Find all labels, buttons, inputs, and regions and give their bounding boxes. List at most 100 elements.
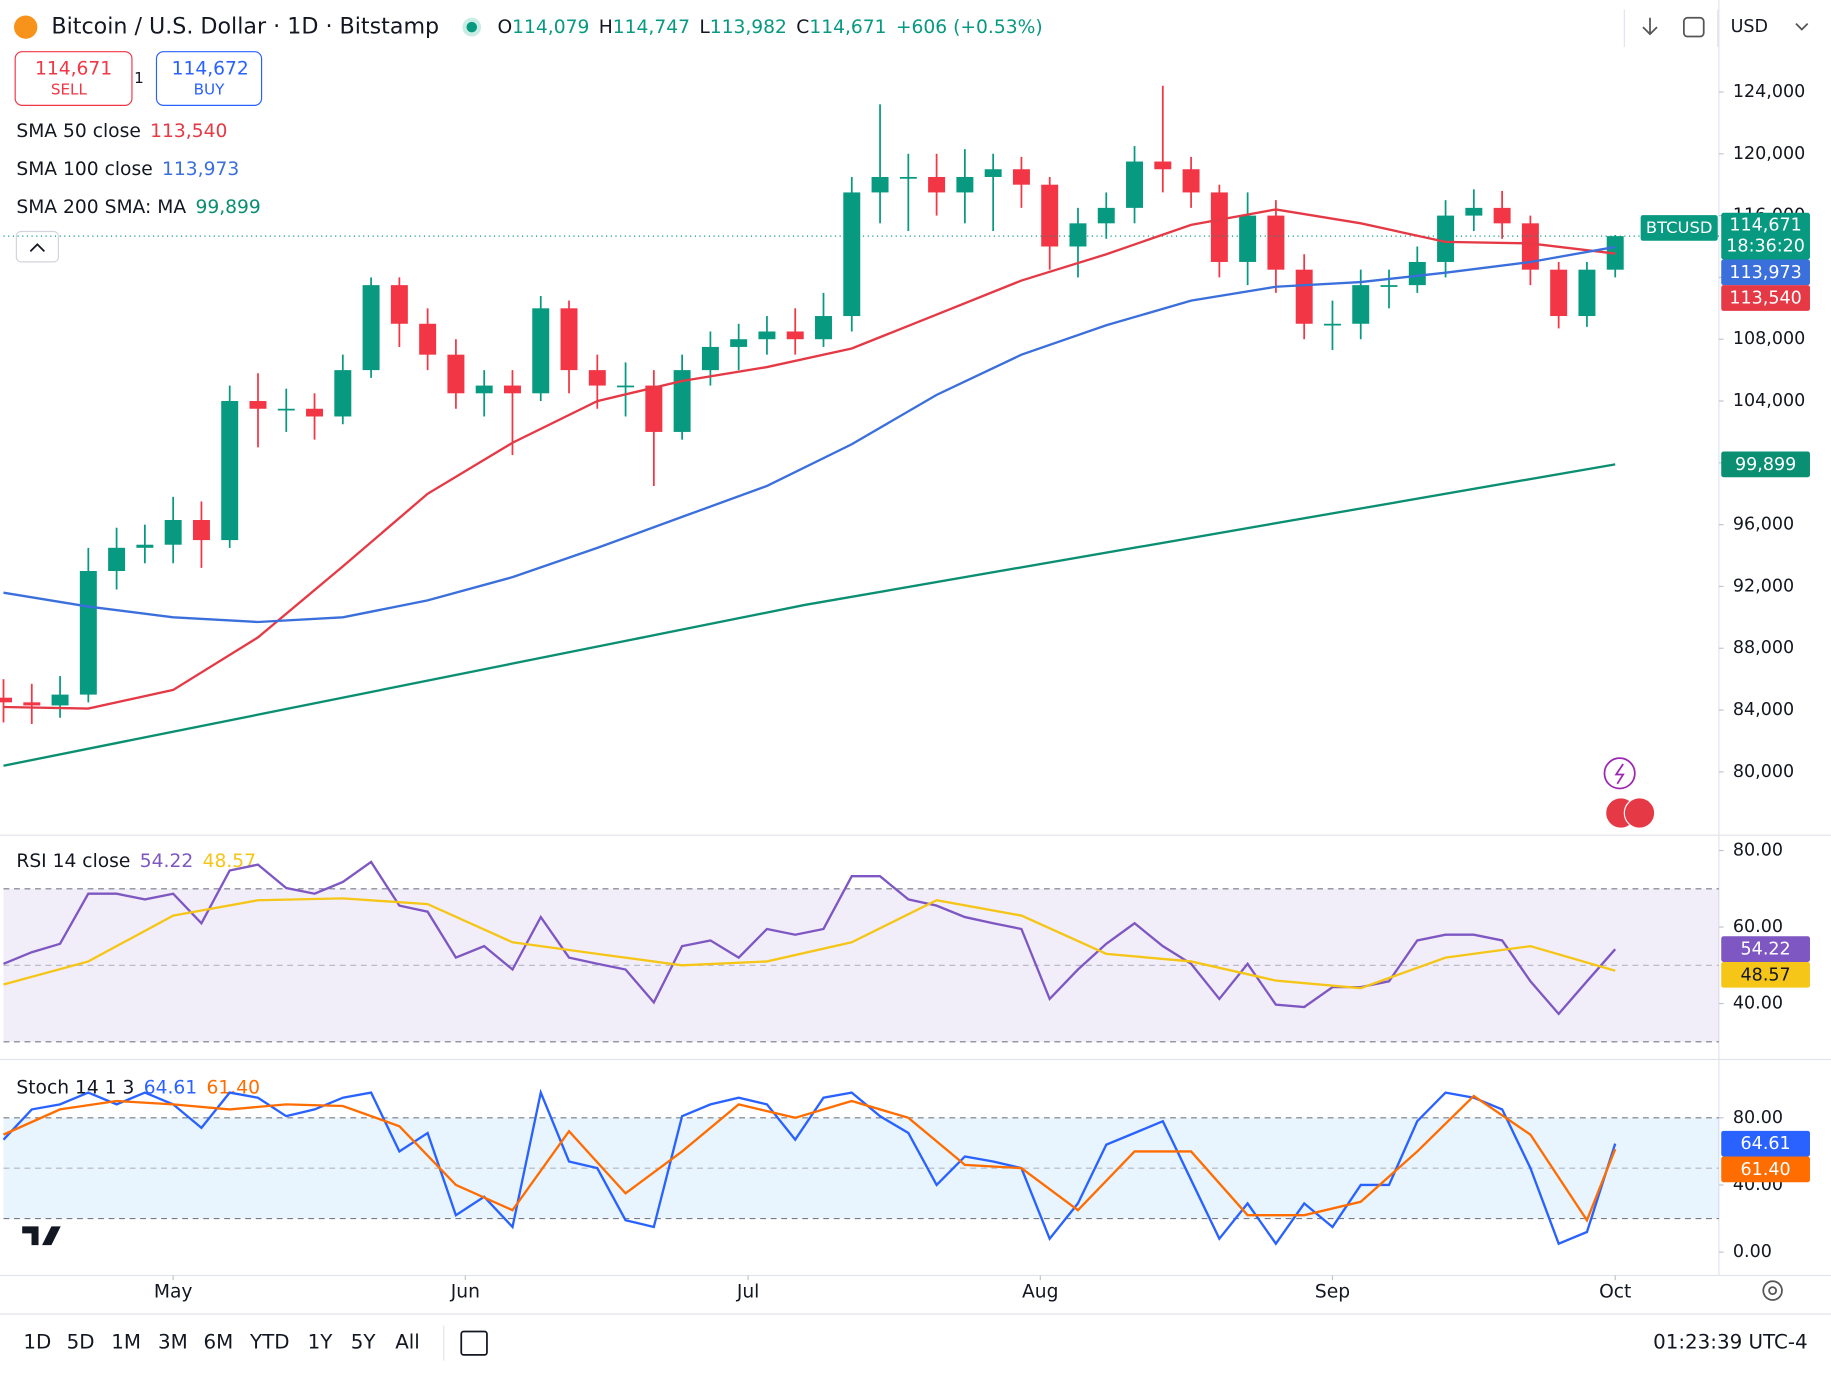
y-tick-label: 80,000 bbox=[1733, 762, 1794, 782]
ohlc-readout: O114,079 H114,747 L113,982 C114,671 +606 (+0… bbox=[497, 17, 1042, 38]
price-tag bbox=[1721, 1130, 1810, 1157]
candle-body bbox=[1352, 285, 1370, 324]
candle-body bbox=[1154, 161, 1172, 170]
change: +606 (+0.53%) bbox=[896, 17, 1043, 38]
candle-body bbox=[1295, 269, 1313, 324]
indicator-line bbox=[3, 208, 1616, 710]
price-tag-label: 99,899 bbox=[1735, 455, 1796, 475]
candle-body bbox=[136, 544, 154, 548]
symbol-tag bbox=[1640, 215, 1718, 241]
legend-name: SMA 50 close bbox=[16, 121, 140, 142]
legend-entry: SMA 50 close 113,540 bbox=[16, 121, 227, 142]
ohlc-label: O bbox=[497, 17, 512, 38]
timeframe-button[interactable]: 5D bbox=[67, 1331, 95, 1354]
candle-body bbox=[447, 354, 465, 394]
price-tag bbox=[1721, 1156, 1810, 1183]
legend-name: SMA 100 close bbox=[16, 159, 152, 180]
timeframe-button[interactable]: 1Y bbox=[308, 1331, 334, 1354]
y-tick-label: 80.00 bbox=[1733, 841, 1783, 861]
coin-icon bbox=[14, 15, 38, 39]
candle-body bbox=[1012, 169, 1030, 185]
y-tick-label: 120,000 bbox=[1733, 144, 1805, 164]
candle-body bbox=[758, 331, 776, 340]
x-tick-label: Oct bbox=[1599, 1281, 1631, 1302]
collapse-icon bbox=[29, 243, 45, 252]
price-tag-label: 114,671 bbox=[1729, 216, 1801, 236]
currency-selector[interactable]: USD bbox=[1731, 17, 1768, 37]
price-tag-label: 113,540 bbox=[1729, 289, 1801, 309]
candle-body bbox=[730, 339, 748, 347]
candle-body bbox=[1465, 207, 1483, 216]
candle-body bbox=[701, 346, 719, 371]
event-icon[interactable] bbox=[1603, 757, 1636, 790]
candle-body bbox=[984, 169, 1002, 177]
ohlc-value: 114,671 bbox=[809, 17, 886, 38]
legend-value: 113,540 bbox=[150, 121, 227, 142]
legend-entry: SMA 200 SMA: MA 99,899 bbox=[16, 196, 260, 217]
timeframe-button[interactable]: 6M bbox=[203, 1331, 233, 1354]
candle-body bbox=[815, 316, 832, 340]
clock[interactable]: 01:23:39 UTC-4 bbox=[1653, 1331, 1808, 1354]
candle-body bbox=[334, 370, 352, 417]
price-tag-label: 61.40 bbox=[1741, 1160, 1791, 1180]
candle-body bbox=[249, 401, 267, 409]
buy-button[interactable] bbox=[155, 51, 263, 106]
candle-body bbox=[1550, 269, 1568, 317]
countdown: 18:36:20 bbox=[1726, 237, 1805, 257]
x-tick-label: Jul bbox=[736, 1281, 760, 1302]
settings-icon[interactable] bbox=[1762, 1280, 1783, 1301]
symbol-title[interactable]: Bitcoin / U.S. Dollar · 1D · Bitstamp bbox=[51, 14, 439, 40]
candle-body bbox=[1578, 269, 1596, 317]
ohlc-value: 114,747 bbox=[613, 17, 690, 38]
ohlc-label: H bbox=[599, 17, 613, 38]
price-tag bbox=[1721, 961, 1810, 988]
timeframe-button[interactable]: 5Y bbox=[351, 1331, 377, 1354]
candle-body bbox=[843, 192, 861, 317]
x-tick-label: Jun bbox=[450, 1281, 480, 1302]
legend-value: 48.57 bbox=[203, 850, 256, 871]
candle-body bbox=[645, 385, 663, 432]
price-tag-label: 48.57 bbox=[1741, 965, 1791, 985]
candle-body bbox=[0, 697, 12, 703]
chevron bbox=[1795, 23, 1809, 31]
candle-body bbox=[1097, 207, 1115, 224]
download-icon[interactable] bbox=[1642, 17, 1658, 36]
legend-title: RSI 14 close bbox=[16, 850, 130, 871]
price-tag bbox=[1721, 212, 1810, 260]
legend-name: SMA 200 SMA: MA bbox=[16, 196, 186, 217]
timeframe-button[interactable]: 3M bbox=[158, 1331, 188, 1354]
x-tick-label: Sep bbox=[1315, 1281, 1350, 1302]
ohlc-label: L bbox=[699, 17, 710, 38]
candle-body bbox=[588, 370, 606, 386]
timeframe-button[interactable]: 1M bbox=[111, 1331, 141, 1354]
candle-body bbox=[899, 176, 917, 179]
fullscreen-icon[interactable] bbox=[1682, 16, 1705, 38]
date-range-icon[interactable] bbox=[460, 1330, 488, 1356]
legend-value: 54.22 bbox=[140, 850, 193, 871]
price-tag-label: 54.22 bbox=[1741, 940, 1791, 960]
timeframe-button[interactable]: 1D bbox=[23, 1331, 51, 1354]
y-tick-label: 80.00 bbox=[1733, 1108, 1783, 1128]
indicator-line bbox=[3, 897, 1616, 990]
indicator-line bbox=[3, 1094, 1617, 1223]
candle-body bbox=[1521, 223, 1539, 270]
candle-body bbox=[956, 176, 974, 193]
event-glyph bbox=[1614, 763, 1625, 785]
candle-body bbox=[1041, 184, 1059, 247]
candle-body bbox=[51, 694, 69, 706]
collapse-button[interactable] bbox=[15, 230, 59, 263]
price-tag bbox=[1721, 285, 1810, 311]
candle-body bbox=[362, 285, 380, 371]
timeframe-button[interactable]: All bbox=[395, 1331, 420, 1354]
timeframe-button[interactable]: YTD bbox=[249, 1331, 290, 1354]
legend-entry: Stoch 14 1 3 64.61 61.40 bbox=[16, 1077, 260, 1098]
candle-body bbox=[560, 308, 578, 371]
settings-icon-core bbox=[1768, 1286, 1777, 1296]
event-flag[interactable] bbox=[1623, 797, 1656, 829]
candle-body bbox=[673, 370, 691, 432]
candle-body bbox=[503, 385, 521, 394]
candle-body bbox=[79, 570, 97, 695]
sell-button[interactable] bbox=[14, 51, 133, 106]
